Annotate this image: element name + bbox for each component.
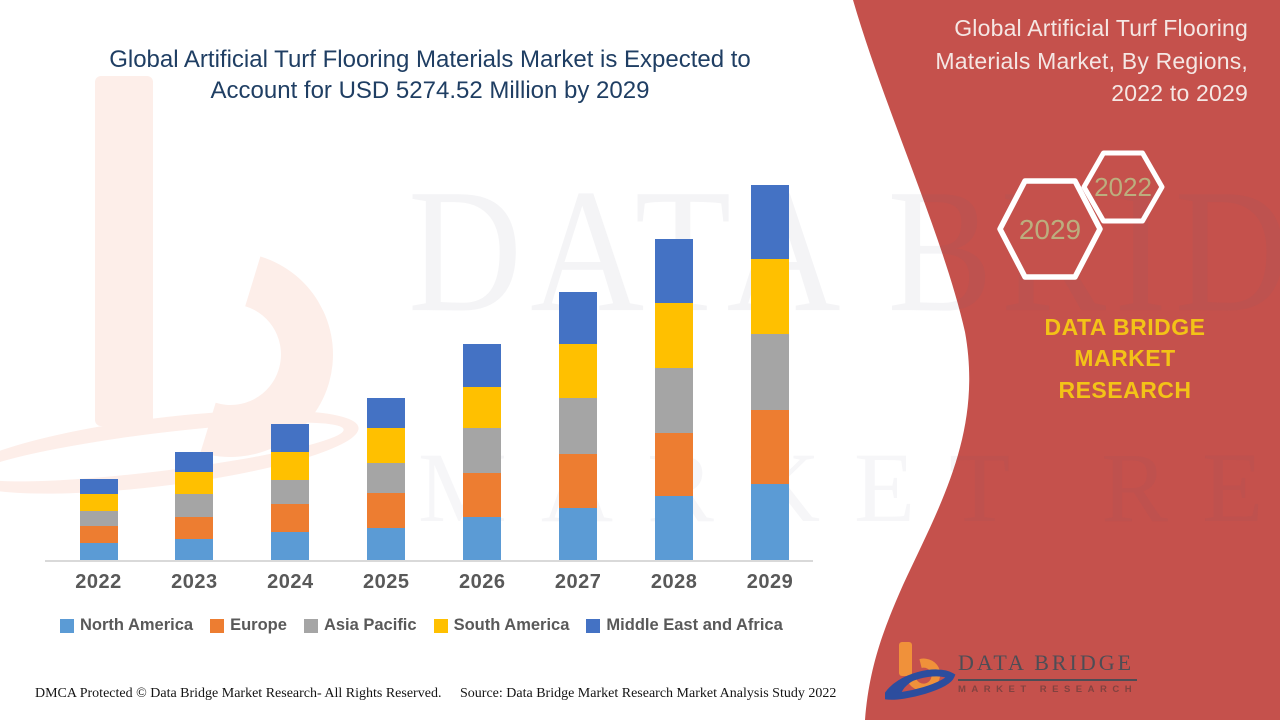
- bar-2027-middle-east-and-africa: [559, 292, 598, 344]
- bar-2028-asia-pacific: [655, 368, 694, 433]
- bar-2025-middle-east-and-africa: [367, 398, 406, 428]
- brand-name-line2: RESEARCH: [1058, 376, 1192, 403]
- bar-2024-asia-pacific: [271, 480, 310, 504]
- x-label-2029: 2029: [746, 571, 794, 593]
- bar-2027-south-america: [559, 344, 598, 398]
- bar-2023-north-america: [175, 539, 214, 560]
- bar-2026-asia-pacific: [463, 428, 502, 473]
- legend-swatch-icon: [210, 618, 225, 633]
- side-panel-heading-line1: Global Artificial Turf Flooring: [954, 15, 1248, 41]
- bar-2022-middle-east-and-africa: [79, 479, 118, 494]
- bar-2022-europe: [79, 526, 118, 543]
- hexagon-2029-label: 2029: [1019, 214, 1081, 245]
- bar-2027-europe: [559, 454, 598, 508]
- bar-2029-north-america: [751, 484, 789, 560]
- hexagon-2029: [997, 178, 1103, 280]
- watermark-logo-stem: [95, 76, 153, 426]
- legend-label: North America: [80, 616, 194, 634]
- bar-2023-south-america: [175, 472, 214, 494]
- bar-2024-europe: [271, 504, 310, 532]
- company-logo-name: DATA BRIDGE: [958, 650, 1138, 681]
- bar-2029-europe: [751, 410, 789, 484]
- bar-2026-south-america: [463, 387, 502, 428]
- bar-2028: [655, 239, 694, 560]
- source-note: Source: Data Bridge Market Research Mark…: [460, 686, 837, 701]
- legend-item-north-america: North America: [60, 616, 193, 635]
- bar-2029: [751, 185, 789, 560]
- bar-2029-south-america: [751, 259, 789, 334]
- x-label-2028: 2028: [650, 571, 698, 593]
- legend-item-middle-east-and-africa: Middle East and Africa: [586, 616, 783, 635]
- bar-2024-north-america: [271, 532, 310, 560]
- legend-label: South America: [453, 616, 570, 634]
- brand-name: DATA BRIDGE MARKET RESEARCH: [1000, 312, 1250, 406]
- bar-2026-north-america: [463, 517, 502, 560]
- bar-2024-middle-east-and-africa: [271, 424, 310, 452]
- legend-swatch-icon: [303, 618, 318, 633]
- side-panel-heading-line3: 2022 to 2029: [1111, 80, 1248, 107]
- hexagon-year-badges: 2022 2029: [997, 150, 1165, 280]
- x-label-2027: 2027: [554, 571, 602, 593]
- bar-2026-europe: [463, 473, 502, 517]
- legend-swatch-icon: [586, 618, 601, 633]
- chart-legend: North America Europe Asia Pacific South Ame…: [60, 616, 783, 635]
- x-label-2024: 2024: [267, 571, 314, 593]
- bar-2024-south-america: [271, 452, 310, 480]
- dmca-notice: DMCA Protected © Data Bridge Market Rese…: [35, 686, 442, 701]
- brand-name-line1: DATA BRIDGE MARKET: [1044, 314, 1206, 372]
- bar-2027: [559, 292, 598, 560]
- bar-2025-north-america: [367, 528, 406, 560]
- x-axis-line: [45, 560, 813, 562]
- company-logo-subtitle: MARKET RESEARCH: [958, 684, 1138, 695]
- legend-item-asia-pacific: Asia Pacific: [303, 616, 417, 635]
- x-label-2025: 2025: [363, 571, 410, 593]
- bar-2028-europe: [655, 433, 694, 496]
- bar-2023-asia-pacific: [175, 494, 214, 517]
- bar-2025-asia-pacific: [367, 463, 406, 493]
- legend-swatch-icon: [60, 618, 74, 633]
- x-label-2022: 2022: [75, 571, 122, 593]
- stacked-bar-chart: 2022 2023 2024 2025 2026 2027 2028 2029: [45, 185, 813, 593]
- bar-2022-asia-pacific: [79, 511, 118, 526]
- x-label-2026: 2026: [458, 571, 506, 593]
- legend-item-south-america: South America: [433, 616, 570, 635]
- legend-item-europe: Europe: [210, 616, 287, 635]
- bar-2028-south-america: [655, 303, 694, 368]
- page-title: Global Artificial Turf Flooring Material…: [70, 44, 790, 106]
- hexagon-2022-label: 2022: [1094, 172, 1152, 202]
- page-title-line2: Account for USD 5274.52 Million by 2029: [210, 77, 650, 105]
- bar-2023: [175, 452, 214, 560]
- bar-2025-south-america: [367, 428, 406, 463]
- side-panel-heading-line2: Materials Market, By Regions,: [935, 47, 1248, 74]
- bar-2023-europe: [175, 517, 214, 539]
- bar-2027-asia-pacific: [559, 398, 598, 454]
- bar-2023-middle-east-and-africa: [175, 452, 214, 472]
- bar-2025-europe: [367, 493, 406, 528]
- bar-2029-middle-east-and-africa: [751, 185, 789, 259]
- bar-2025: [367, 398, 406, 560]
- legend-label: Europe: [230, 616, 287, 634]
- bar-2026-middle-east-and-africa: [463, 344, 502, 387]
- legend-swatch-icon: [433, 618, 448, 633]
- bar-2028-middle-east-and-africa: [655, 239, 694, 303]
- bar-2029-asia-pacific: [751, 334, 789, 410]
- bar-2024: [271, 424, 310, 560]
- bar-2026: [463, 344, 502, 560]
- bar-2022-south-america: [79, 494, 118, 511]
- legend-label: Asia Pacific: [323, 616, 417, 634]
- legend-label: Middle East and Africa: [606, 616, 783, 634]
- bar-2027-north-america: [559, 508, 598, 560]
- company-logo-icon: [885, 642, 956, 700]
- side-panel-heading: Global Artificial Turf Flooring Material…: [918, 12, 1248, 110]
- bar-2022-north-america: [79, 543, 118, 560]
- page-title-line1: Global Artificial Turf Flooring Material…: [109, 46, 751, 73]
- side-panel-background: [853, 0, 1280, 720]
- bar-2028-north-america: [655, 496, 694, 560]
- bar-2022: [79, 479, 118, 560]
- hexagon-2022: [1081, 150, 1165, 224]
- x-label-2023: 2023: [171, 571, 218, 593]
